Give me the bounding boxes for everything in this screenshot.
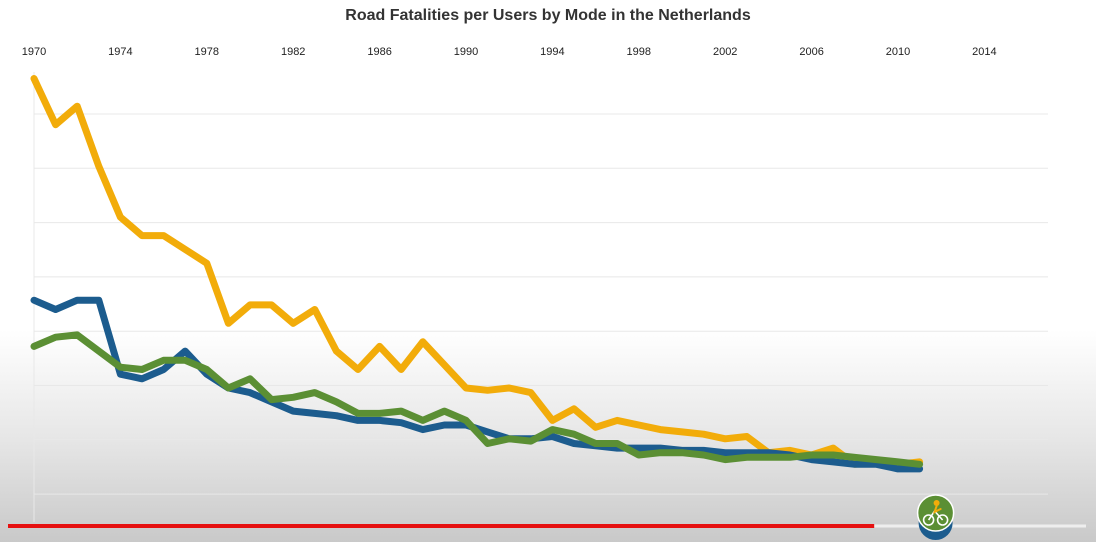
series-line-2	[30, 296, 924, 473]
x-tick-label: 1994	[540, 46, 564, 58]
series-line-1	[30, 75, 924, 468]
x-tick-label: 1974	[108, 46, 132, 58]
rider-head	[933, 500, 940, 506]
x-tick-label: 2006	[799, 46, 823, 58]
bike-wheel	[922, 514, 935, 526]
bike-wheel	[936, 514, 949, 526]
x-tick-label: 1990	[454, 46, 478, 58]
series-line-3	[30, 331, 924, 468]
x-tick-label: 2014	[972, 46, 996, 58]
x-tick-label: 1986	[367, 46, 391, 58]
cyclist-icon	[916, 494, 955, 540]
x-tick-label: 1982	[281, 46, 305, 58]
x-axis-ticks: 1970 1974 1978 1982 1986 1990 1994 1998 2002 2006…	[22, 46, 997, 58]
x-tick-label: 1970	[22, 46, 46, 58]
rider-body	[932, 505, 942, 514]
x-tick-label: 1978	[195, 46, 219, 58]
x-tick-label: 1998	[627, 46, 651, 58]
x-tick-label: 2010	[886, 46, 910, 58]
x-tick-label: 2002	[713, 46, 737, 58]
series-lines	[30, 75, 924, 473]
chart-title: Road Fatalities per Users by Mode in the…	[345, 7, 751, 24]
